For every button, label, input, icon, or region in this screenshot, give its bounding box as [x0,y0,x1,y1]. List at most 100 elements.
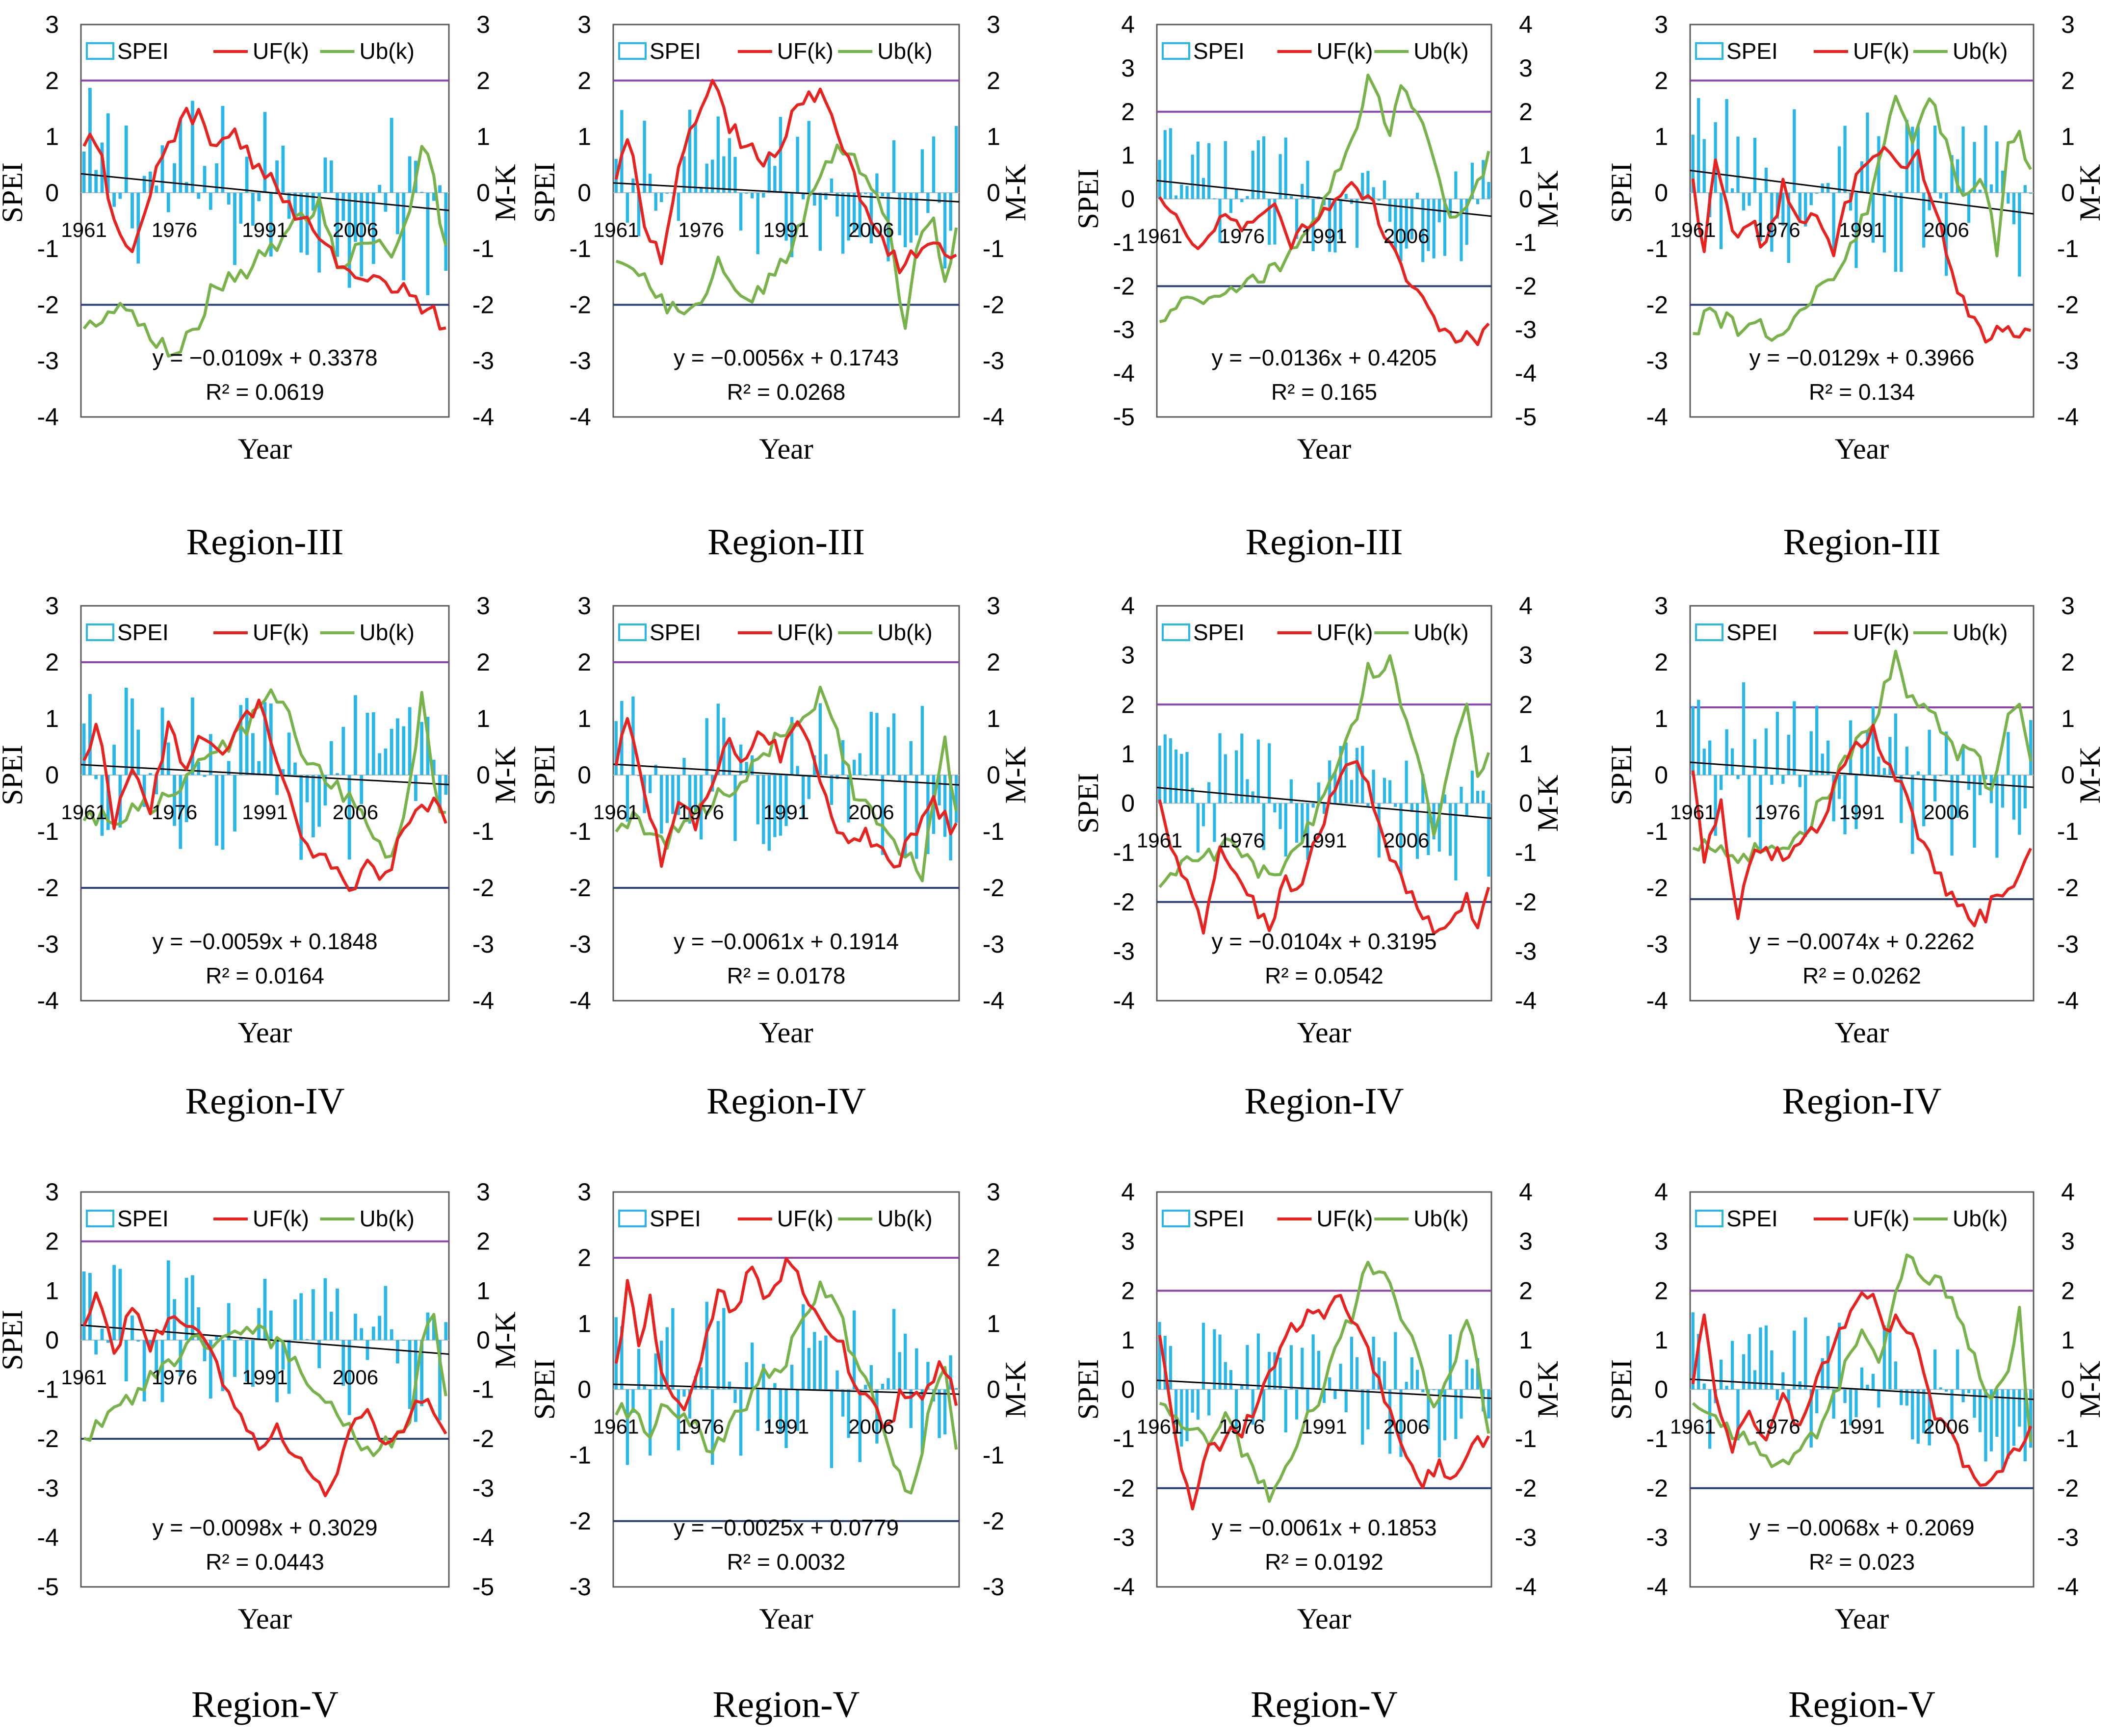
spei-bar [1944,731,1948,775]
legend-ub-label: Ub(k) [360,620,415,645]
spei-bar [1289,1345,1293,1390]
y2-tick-label: 4 [2061,1178,2075,1206]
spei-bar [1295,803,1299,843]
plot-frame [1156,24,1492,418]
spei-bar [2018,1389,2021,1427]
spei-bar [892,713,896,775]
spei-bar [1240,199,1244,203]
y-tick-label: 2 [1121,1277,1135,1304]
spei-bar [245,156,249,193]
y2-tick-label: -1 [1515,1425,1537,1452]
spei-bar [864,192,867,194]
legend-spei-swatch [1162,1210,1190,1227]
spei-bar [858,753,861,775]
spei-bar [1787,192,1790,263]
x-tick-label: 1961 [593,218,639,241]
spei-bar [841,192,845,254]
r-squared-label: R² = 0.0178 [727,963,846,988]
legend-uf-label: UF(k) [777,38,834,64]
y-tick-label: 1 [1654,705,1668,732]
spei-bar [1961,747,1965,775]
spei-bar [1843,126,1847,193]
legend-spei-label: SPEI [1726,38,1778,64]
spei-bar [221,1340,225,1391]
legend-uf-label: UF(k) [253,620,309,645]
regression-equation: y = −0.0056x + 0.1743 [674,345,899,370]
spei-bar [1163,734,1167,803]
spei-bar [949,192,952,231]
spei-bar [130,698,134,775]
y-tick-label: 2 [1654,67,1668,94]
spei-bar [1399,199,1403,261]
y2-tick-label: -2 [2057,1475,2079,1502]
spei-bar [1344,742,1348,803]
x-axis-title: Year [238,433,292,465]
spei-bar [756,192,759,255]
spei-bar [1256,140,1260,199]
y-tick-label: -3 [1646,347,1668,375]
spei-bar [949,1355,952,1390]
x-tick-label: 2006 [1923,801,1969,824]
spei-bar [142,176,146,193]
legend-uf-label: UF(k) [1317,1206,1373,1231]
spei-bar [671,192,675,194]
spei-bar [688,1389,692,1419]
spei-bar [1725,729,1728,775]
y2-tick-label: 2 [987,648,1000,676]
spei-bar [1372,1336,1375,1390]
legend-spei-swatch [1695,42,1723,60]
legend-spei-swatch [618,42,647,60]
spei-bar [1185,1389,1189,1442]
spei-bar [1443,199,1447,256]
legend-spei-label: SPEI [1193,1206,1245,1231]
spei-bar [875,173,879,193]
ub-series-line [1159,1261,1490,1503]
spei-bar [1328,1377,1331,1390]
spei-bar [1815,192,1819,194]
spei-bar [1821,753,1824,775]
spei-bar [155,775,158,795]
spei-bar [281,1340,285,1370]
panel-title: Region-III [186,521,344,563]
spei-bar [824,192,828,200]
spei-bar [841,1389,845,1417]
ub-series-line [1693,95,2032,342]
spei-bar [106,113,110,193]
spei-bar [654,192,657,211]
spei-bar [1759,192,1762,242]
y-tick-label: 2 [45,648,59,676]
y2-tick-label: 1 [2061,1326,2075,1354]
spei-bar [853,759,856,775]
spei-bar [1191,1389,1194,1413]
spei-bar [739,1389,743,1456]
spei-bar [378,1316,381,1340]
spei-bar [251,733,255,775]
spei-bar [299,192,303,253]
spei-bar [790,717,794,775]
spei-bar [341,192,345,221]
y2-axis-title: M-K [2074,747,2106,804]
y2-tick-label: 0 [987,179,1000,207]
spei-bar [88,694,92,775]
spei-bar [949,775,952,860]
spei-bar [733,156,737,193]
spei-bar [347,1340,351,1415]
regression-equation: y = −0.0059x + 0.1848 [152,929,377,954]
spei-bar [1229,1370,1233,1390]
spei-bar [1697,98,1700,193]
y2-tick-label: -3 [2057,931,2079,958]
y2-tick-label: 2 [476,67,490,94]
spei-bar [1730,1341,1734,1390]
x-tick-label: 1961 [1670,218,1716,241]
spei-bar [1888,737,1892,775]
spei-bar [1866,732,1869,775]
uf-series-line [82,1291,447,1498]
spei-bar [1933,1349,1937,1390]
spei-bar [824,754,828,775]
spei-bar [184,775,188,822]
spei-bar [756,1389,759,1431]
r-squared-label: R² = 0.023 [1809,1549,1915,1575]
x-tick-label: 1976 [1754,801,1800,824]
spei-bar [830,179,834,193]
